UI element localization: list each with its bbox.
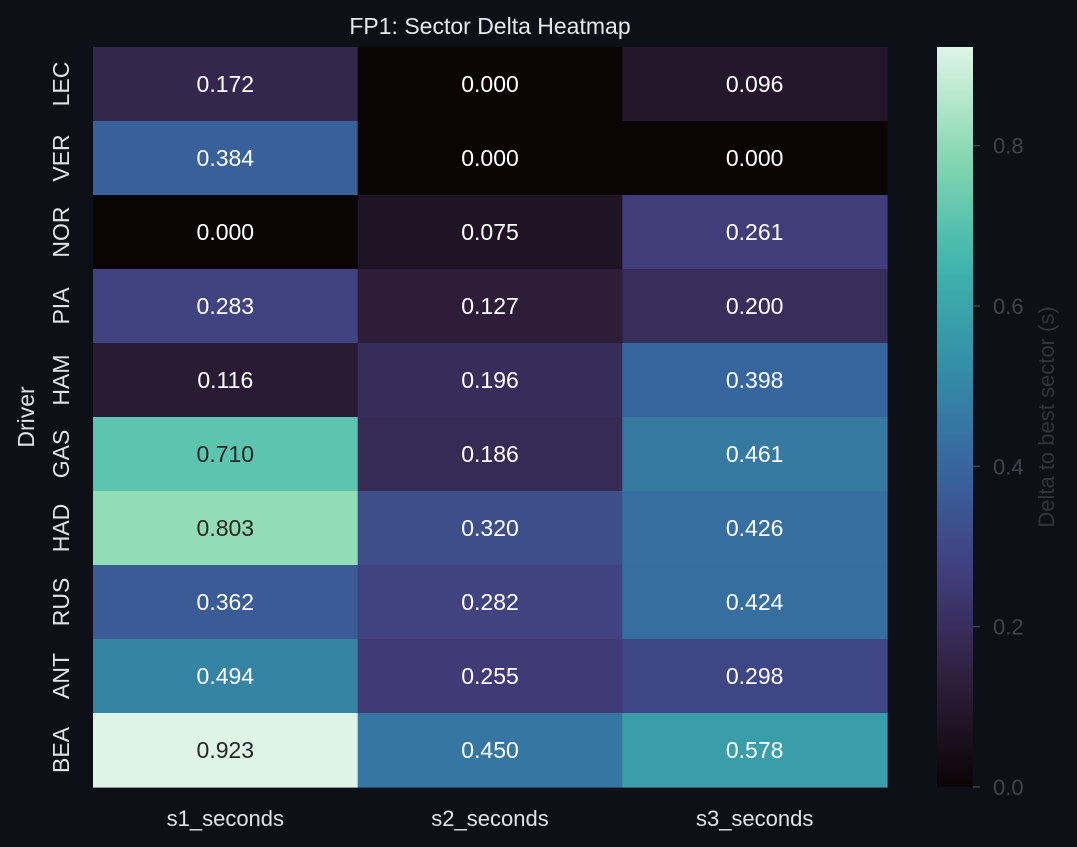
y-tick-label: BEA — [48, 726, 74, 773]
cell-value-label: 0.116 — [197, 367, 253, 393]
colorbar-tick-label: 0.2 — [993, 615, 1024, 640]
cell-value-label: 0.172 — [197, 71, 255, 97]
heatmap-cell-nor-s1_seconds — [93, 195, 359, 270]
cell-value-label: 0.384 — [197, 145, 255, 171]
heatmap-cell-nor-s2_seconds — [357, 195, 623, 270]
heatmap-cell-lec-s3_seconds — [622, 47, 888, 122]
cell-value-label: 0.424 — [726, 589, 784, 615]
colorbar-tick-label: 0.0 — [993, 775, 1024, 800]
heatmap-cell-pia-s2_seconds — [357, 269, 623, 344]
x-tick-label: s2_seconds — [431, 806, 548, 831]
cell-value-label: 0.803 — [197, 515, 255, 541]
heatmap-cell-ant-s2_seconds — [357, 639, 623, 714]
heatmap-cell-had-s3_seconds — [622, 491, 888, 566]
colorbar-tick-label: 0.6 — [993, 294, 1024, 319]
cell-value-label: 0.075 — [461, 219, 519, 245]
y-tick-label: HAM — [48, 354, 74, 405]
cell-value-label: 0.362 — [197, 589, 255, 615]
cell-value-label: 0.923 — [197, 737, 255, 763]
cell-value-label: 0.000 — [726, 145, 784, 171]
heatmap-cell-nor-s3_seconds — [622, 195, 888, 270]
heatmap-cell-bea-s3_seconds — [622, 713, 888, 788]
heatmap-cell-pia-s3_seconds — [622, 269, 888, 344]
heatmap-cell-had-s1_seconds — [93, 491, 359, 566]
heatmap-cell-gas-s3_seconds — [622, 417, 888, 492]
cell-value-label: 0.127 — [461, 293, 519, 319]
colorbar-tick-label: 0.8 — [993, 134, 1024, 159]
y-tick-label: NOR — [48, 206, 74, 257]
x-tick-labels: s1_seconds s2_seconds s3_seconds — [167, 806, 814, 831]
heatmap-cell-gas-s2_seconds — [357, 417, 623, 492]
heatmap-cell-ant-s1_seconds — [93, 639, 359, 714]
cell-value-label: 0.255 — [461, 663, 519, 689]
y-tick-label: RUS — [48, 578, 74, 627]
heatmap-cells — [93, 47, 888, 788]
cell-value-label: 0.186 — [461, 441, 519, 467]
heatmap-cell-ham-s3_seconds — [622, 343, 888, 418]
y-tick-label: ANT — [48, 653, 74, 699]
cell-value-label: 0.298 — [726, 663, 784, 689]
heatmap-cell-bea-s2_seconds — [357, 713, 623, 788]
heatmap-cell-ant-s3_seconds — [622, 639, 888, 714]
heatmap-cell-bea-s1_seconds — [93, 713, 359, 788]
cell-value-label: 0.000 — [197, 219, 255, 245]
heatmap-cell-ver-s2_seconds — [357, 121, 623, 196]
colorbar: 0.0 0.2 0.4 0.6 0.8 Delta to best sector (s) — [937, 47, 1059, 800]
cell-value-label: 0.710 — [197, 441, 255, 467]
colorbar-label: Delta to best sector (s) — [1034, 306, 1059, 527]
colorbar-tick-label: 0.4 — [993, 454, 1024, 479]
heatmap-cell-pia-s1_seconds — [93, 269, 359, 344]
colorbar-gradient — [937, 47, 973, 787]
cell-value-label: 0.096 — [726, 71, 784, 97]
x-tick-label: s1_seconds — [167, 806, 284, 831]
y-tick-labels: LEC VER NOR PIA HAM GAS HAD RUS ANT BEA — [48, 62, 74, 773]
heatmap-cell-gas-s1_seconds — [93, 417, 359, 492]
cell-value-label: 0.461 — [726, 441, 784, 467]
cell-value-label: 0.426 — [726, 515, 784, 541]
cell-value-label: 0.200 — [726, 293, 784, 319]
heatmap-cell-rus-s2_seconds — [357, 565, 623, 640]
cell-value-label: 0.320 — [461, 515, 519, 541]
heatmap-cell-rus-s3_seconds — [622, 565, 888, 640]
heatmap-cell-ver-s1_seconds — [93, 121, 359, 196]
heatmap-cell-ham-s2_seconds — [357, 343, 623, 418]
heatmap-cell-lec-s1_seconds — [93, 47, 359, 122]
x-tick-label: s3_seconds — [696, 806, 813, 831]
heatmap-cell-ham-s1_seconds — [93, 343, 359, 418]
cell-value-label: 0.398 — [726, 367, 784, 393]
cell-value-label: 0.261 — [726, 219, 784, 245]
y-tick-label: LEC — [48, 62, 74, 107]
cell-value-label: 0.283 — [197, 293, 255, 319]
y-tick-label: PIA — [48, 287, 74, 325]
y-tick-label: VER — [48, 134, 74, 181]
y-tick-label: HAD — [48, 504, 74, 553]
heatmap-cell-ver-s3_seconds — [622, 121, 888, 196]
chart-title: FP1: Sector Delta Heatmap — [349, 13, 630, 39]
heatmap-cell-had-s2_seconds — [357, 491, 623, 566]
cell-value-label: 0.578 — [726, 737, 784, 763]
cell-value-label: 0.000 — [461, 71, 519, 97]
cell-value-label: 0.196 — [461, 367, 519, 393]
cell-value-label: 0.000 — [461, 145, 519, 171]
y-axis-label: Driver — [13, 386, 39, 448]
y-tick-label: GAS — [48, 430, 74, 479]
cell-value-label: 0.450 — [461, 737, 519, 763]
heatmap-cell-lec-s2_seconds — [357, 47, 623, 122]
cell-value-labels: 0.172 0.000 0.096 0.384 0.000 0.000 0.000 0.075… — [197, 71, 784, 763]
heatmap-cell-rus-s1_seconds — [93, 565, 359, 640]
cell-value-label: 0.494 — [197, 663, 255, 689]
cell-value-label: 0.282 — [461, 589, 519, 615]
